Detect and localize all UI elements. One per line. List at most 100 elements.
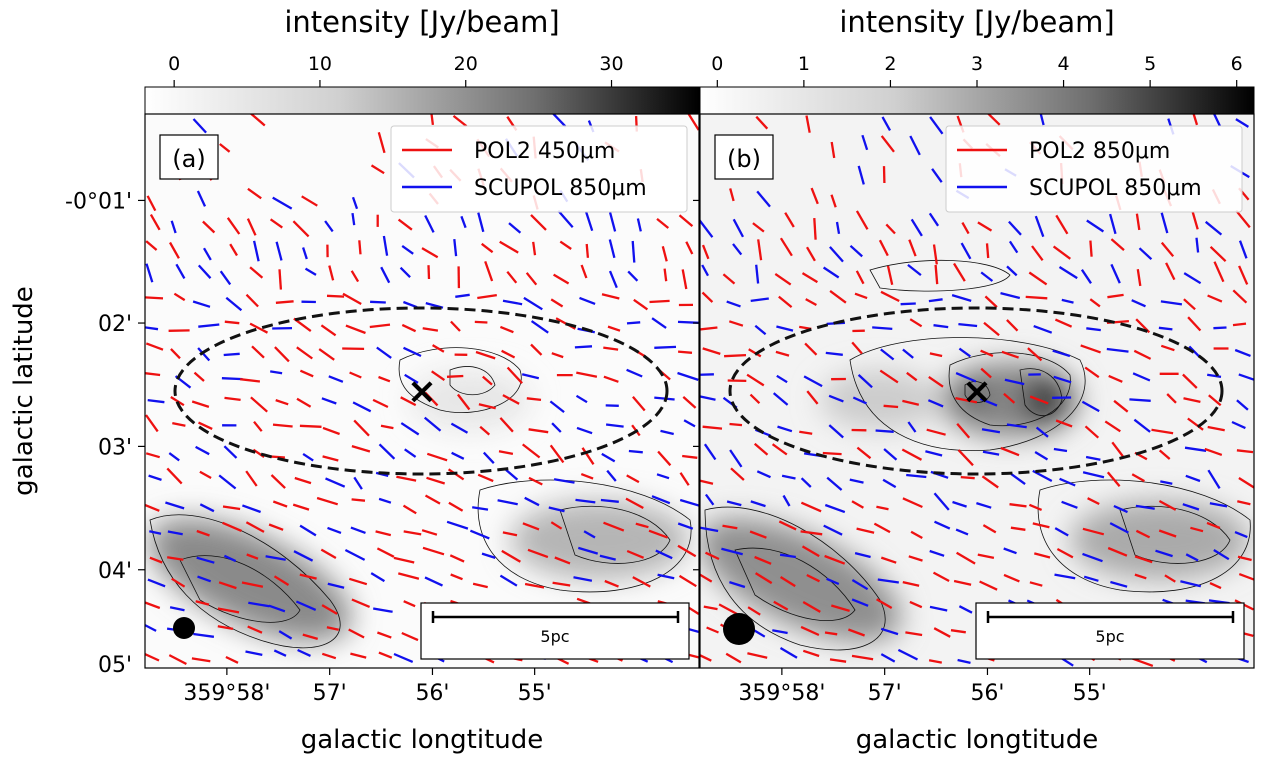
polarization-vector (803, 375, 823, 388)
polarization-vector (648, 529, 668, 539)
polarization-vector (477, 293, 497, 300)
polarization-vector (378, 497, 392, 504)
polarization-vector (1058, 266, 1078, 280)
polarization-vector (393, 652, 414, 663)
polarization-vector (981, 428, 1001, 434)
polarization-vector (626, 368, 643, 378)
polarization-vector (224, 396, 241, 402)
polarization-vector (165, 501, 185, 510)
polarization-vector (170, 220, 177, 234)
polarization-vector (702, 347, 721, 355)
polarization-vector (292, 220, 310, 238)
polarization-vector (449, 554, 465, 563)
polarization-vector (1212, 114, 1221, 127)
polarization-vector (601, 293, 620, 300)
polarization-vector (881, 116, 892, 131)
polarization-vector (810, 187, 819, 205)
polarization-vector (1004, 378, 1025, 386)
polarization-vector (851, 579, 869, 591)
polarization-vector (724, 353, 747, 358)
polarization-vector (900, 302, 916, 306)
polarization-vector (926, 428, 946, 436)
colorbar-tick-label: 2 (884, 53, 896, 75)
polarization-vector (370, 572, 385, 583)
polarization-vector (604, 579, 619, 588)
polarization-vector (678, 350, 693, 354)
polarization-vector (1182, 373, 1198, 389)
polarization-vector (401, 244, 414, 255)
polarization-vector (525, 272, 538, 286)
polarization-vector (245, 470, 258, 487)
polarization-vector (934, 520, 951, 530)
polarization-vector (1055, 214, 1069, 235)
polarization-vector (748, 348, 762, 358)
polarization-vector (1209, 245, 1227, 263)
polarization-vector (299, 369, 314, 378)
polarization-vector (352, 401, 372, 413)
polarization-vector (378, 443, 396, 460)
polarization-vector (824, 554, 846, 565)
polarization-vector (1129, 398, 1151, 402)
polarization-vector (376, 547, 395, 558)
polarization-vector (1184, 446, 1207, 452)
polarization-vector (977, 221, 993, 232)
x-tick-label: 56' (415, 681, 449, 706)
polarization-vector (423, 416, 442, 432)
polarization-vector (1135, 529, 1151, 539)
polarization-vector (749, 393, 761, 405)
polarization-vector (526, 397, 542, 402)
polarization-vector (380, 424, 394, 430)
polarization-vector (636, 218, 642, 232)
polarization-vector (928, 659, 943, 664)
polarization-vector (779, 576, 796, 588)
polarization-vector (573, 576, 593, 582)
polarization-vector (855, 210, 869, 230)
polarization-vector (499, 325, 514, 334)
polarization-vector (873, 522, 891, 534)
polarization-vector (927, 399, 944, 408)
polarization-vector (430, 114, 435, 126)
polarization-vector (551, 352, 564, 359)
polarization-vector (722, 524, 738, 530)
polarization-vector (482, 451, 495, 464)
polarization-vector (167, 530, 183, 536)
polarization-vector (203, 247, 212, 261)
polarization-vector (626, 549, 645, 559)
polarization-vector (932, 244, 938, 265)
polarization-vector (805, 298, 817, 307)
x-tick-label: 359°58' (183, 681, 270, 706)
polarization-vector (1080, 344, 1101, 354)
polarization-vector (1158, 326, 1173, 331)
polarization-vector (1031, 245, 1044, 261)
colorbar-b (699, 86, 1255, 115)
polarization-vector (732, 243, 743, 256)
polarization-vector (396, 475, 417, 482)
polarization-vector (199, 503, 215, 513)
polarization-vector (657, 450, 672, 467)
polarization-vector (577, 546, 599, 555)
polarization-vector (857, 165, 865, 185)
polarization-vector (1025, 295, 1048, 300)
polarization-vector (901, 448, 923, 461)
polarization-vector (813, 218, 817, 240)
polarization-vector (721, 547, 743, 556)
polarization-vector (479, 425, 491, 436)
polarization-vector (528, 476, 543, 486)
polarization-vector (369, 323, 391, 329)
polarization-vector (1208, 394, 1222, 407)
polarization-vector (426, 452, 448, 462)
polarization-vector (403, 530, 422, 536)
polarization-vector (1108, 213, 1117, 235)
polarization-vector (173, 292, 186, 302)
polarization-vector (729, 422, 743, 427)
panel-b: intensity [Jy/beam] 0 1 2 3 4 5 6 (699, 5, 1255, 755)
polarization-vector (575, 498, 596, 504)
polarization-vector (522, 522, 540, 531)
polarization-vector (897, 648, 919, 661)
polarization-vector (678, 574, 697, 588)
scalebar-a: 5pc (420, 602, 690, 660)
polarization-vector (145, 342, 164, 351)
polarization-vector (1183, 397, 1201, 404)
polarization-vector (704, 493, 715, 506)
polarization-vector (382, 235, 389, 256)
